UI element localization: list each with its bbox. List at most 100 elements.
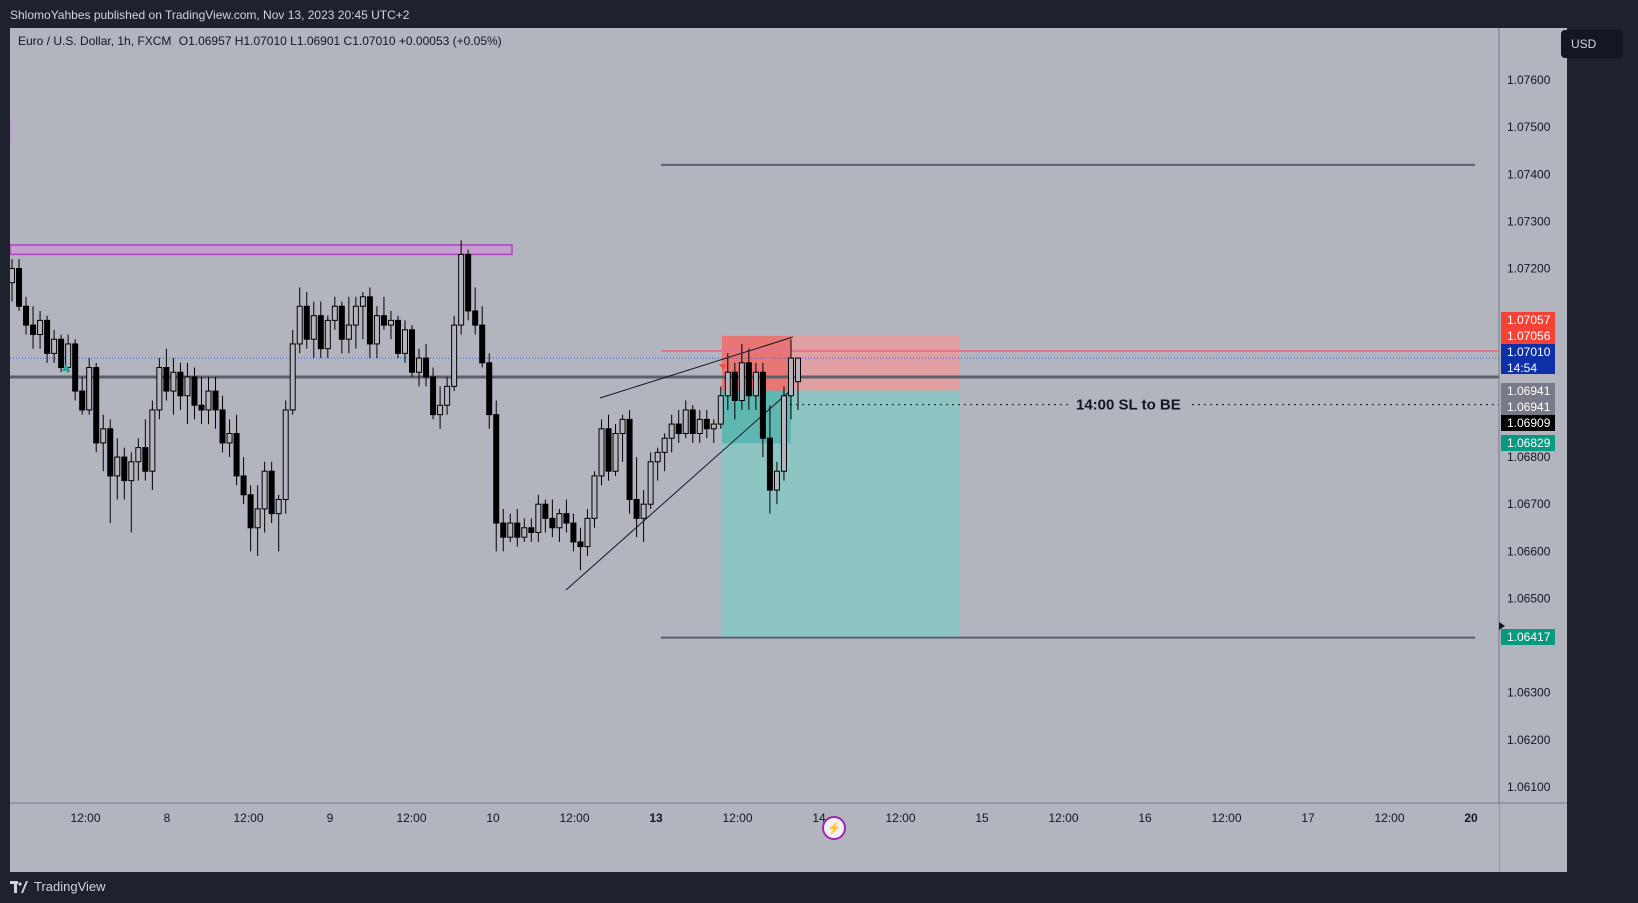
candle <box>10 259 15 302</box>
price-chart[interactable]: 14:00 SL to BE 1.07600 1.07500 1.07400 1.073… <box>10 28 1567 872</box>
price-tag-bg <box>1501 328 1555 344</box>
lightning-icon[interactable]: ⚡ <box>822 816 846 840</box>
candle <box>254 485 261 557</box>
candle <box>577 527 584 571</box>
candle-body <box>605 428 612 472</box>
candle-body <box>633 498 640 519</box>
candle <box>675 409 682 443</box>
candle-body <box>338 305 345 340</box>
candle-body <box>738 362 745 402</box>
candle-body <box>430 376 437 416</box>
candle-body <box>149 409 156 472</box>
wedge-upper-line <box>599 336 794 399</box>
candle-body <box>135 447 142 463</box>
candle <box>247 485 254 552</box>
candle-body <box>528 527 535 533</box>
candle <box>135 438 142 481</box>
candle-body <box>542 503 549 519</box>
candle-body <box>710 423 717 430</box>
candle-body <box>324 319 331 350</box>
candle <box>142 419 149 481</box>
candle <box>303 292 310 349</box>
candle <box>205 376 212 425</box>
price-tick-label: 1.06100 <box>1507 780 1551 794</box>
candle-body <box>156 367 163 411</box>
price-tag-label: 1.07057 <box>1507 313 1551 327</box>
candle-body <box>289 343 296 411</box>
zone-marker <box>10 120 12 142</box>
candle <box>240 457 247 505</box>
candle-body <box>472 310 479 326</box>
candle-body <box>675 423 682 434</box>
bottom-bar <box>0 872 1638 903</box>
candle-body <box>10 268 15 284</box>
candle-body <box>563 513 570 524</box>
price-tick-label: 1.06800 <box>1507 450 1551 464</box>
candle <box>430 367 437 420</box>
price-tag-label: 1.06941 <box>1507 384 1551 398</box>
candle-body <box>682 409 689 434</box>
time-tick-label: 12:00 <box>70 811 100 825</box>
candle-body <box>121 456 128 482</box>
price-tag-label: 1.06941 <box>1507 400 1551 414</box>
candle-body <box>100 428 107 444</box>
candle-body <box>58 338 65 369</box>
time-tick-label: 12:00 <box>1048 811 1078 825</box>
candle-body <box>254 508 261 529</box>
price-tick-label: 1.06600 <box>1507 544 1551 558</box>
candle <box>387 310 394 340</box>
candle-body <box>72 343 79 392</box>
candle <box>261 461 268 533</box>
price-tag: 1.06941 <box>1501 383 1555 399</box>
candle-body <box>128 461 135 482</box>
price-tag-label: 1.07056 <box>1507 329 1551 343</box>
candle-body <box>745 362 752 397</box>
candle-body <box>409 329 416 373</box>
candle <box>345 296 352 354</box>
candle-body <box>233 433 240 477</box>
time-tick-label: 13 <box>649 811 663 825</box>
candle-body <box>486 362 493 416</box>
candle <box>465 249 472 321</box>
candle-body <box>23 305 30 326</box>
time-tick-label: 20 <box>1464 811 1478 825</box>
candle <box>542 499 549 533</box>
price-tag: 1.07056 <box>1501 328 1555 344</box>
price-tag: 1.06941 <box>1501 399 1555 415</box>
candle <box>738 343 745 410</box>
candle <box>570 513 577 552</box>
candle <box>514 508 521 547</box>
candle <box>416 348 423 387</box>
candle <box>402 320 408 363</box>
candle-body <box>759 371 766 439</box>
tradingview-logo[interactable]: TradingView <box>10 879 106 894</box>
price-tag-bg <box>1501 383 1555 399</box>
candle <box>324 315 331 359</box>
candle-body <box>696 418 703 434</box>
candle <box>149 400 156 491</box>
candle <box>373 306 380 359</box>
supply-zone <box>10 244 513 256</box>
price-tick-label: 1.07400 <box>1507 167 1551 181</box>
chart-pane[interactable]: 14:00 SL to BE 1.07600 1.07500 1.07400 1.073… <box>10 28 1567 872</box>
ohlc-values: O1.06957 H1.07010 L1.06901 C1.07010 +0.0… <box>178 34 502 48</box>
currency-button[interactable]: USD <box>1561 30 1623 58</box>
candle <box>366 287 373 359</box>
time-tick-label: 8 <box>164 811 171 825</box>
candle <box>437 386 444 429</box>
candle-body <box>177 371 184 397</box>
candle-body <box>626 418 633 500</box>
candle-body <box>114 456 121 477</box>
candle-body <box>584 517 591 548</box>
candle-body <box>219 409 226 444</box>
price-tag-bg <box>1501 399 1555 415</box>
candle <box>226 419 233 458</box>
candle <box>703 409 710 439</box>
candle <box>458 240 465 335</box>
candle <box>58 334 65 373</box>
candle <box>219 395 226 453</box>
symbol-name[interactable]: Euro / U.S. Dollar, 1h, FXCM <box>18 34 172 48</box>
price-tag-label: 1.06417 <box>1507 630 1551 644</box>
candle <box>352 296 359 349</box>
time-tick-label: 16 <box>1138 811 1152 825</box>
